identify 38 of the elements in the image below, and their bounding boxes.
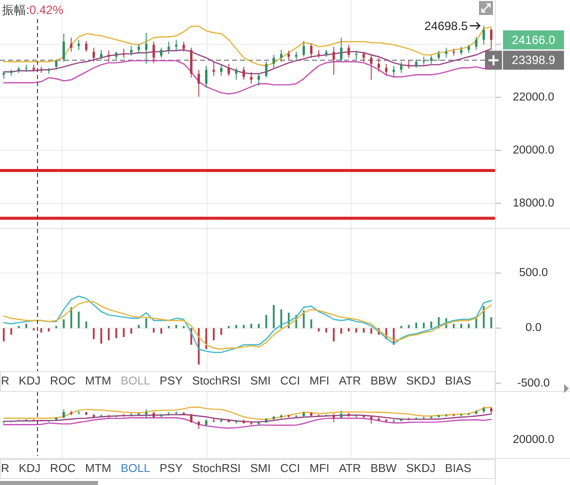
y-tick-label: 22000.0	[512, 91, 554, 104]
annotation: KDJ	[18, 376, 41, 388]
annotation: 振幅:0.42%	[2, 3, 64, 17]
annotation: MTM	[85, 376, 112, 388]
text: SKDJ	[406, 463, 436, 475]
annotation: StochRSI	[192, 376, 241, 388]
annotation: MFI	[310, 376, 330, 388]
text: SMI	[250, 463, 271, 475]
text: ATR	[338, 463, 361, 475]
text: ROC	[50, 463, 76, 475]
annotation: SMI	[250, 376, 271, 388]
y-tick-label: -500.0	[517, 377, 550, 390]
text: MTM	[85, 463, 112, 475]
annotation: BIAS	[445, 376, 472, 388]
text: CCI	[280, 463, 300, 475]
annotation: ATR	[338, 376, 361, 388]
annotation: BOLL	[120, 376, 151, 388]
annotation: R	[1, 376, 10, 388]
text: BIAS	[445, 463, 472, 475]
annotation: PSY	[160, 376, 184, 388]
text: StochRSI	[192, 463, 241, 475]
y-tick-label: 18000.0	[512, 197, 554, 210]
text: R	[1, 463, 10, 475]
text: 24166.0	[512, 32, 556, 47]
annotation: ROC	[50, 376, 76, 388]
text: BBW	[370, 463, 397, 475]
annotation: 24698.5	[424, 18, 468, 33]
ref-line-label: 23398.9	[512, 53, 556, 68]
text: PSY	[160, 463, 184, 475]
annotation: SKDJ	[406, 376, 436, 388]
annotation: CCI	[280, 376, 300, 388]
annotation: BBW	[370, 376, 397, 388]
text: MFI	[310, 463, 330, 475]
y-tick-label: 0.0	[526, 322, 542, 334]
text: BOLL	[120, 463, 151, 475]
text: KDJ	[18, 463, 41, 475]
y-tick-label: 500.0	[519, 267, 548, 280]
y-tick-label: 20000.0	[512, 144, 554, 156]
